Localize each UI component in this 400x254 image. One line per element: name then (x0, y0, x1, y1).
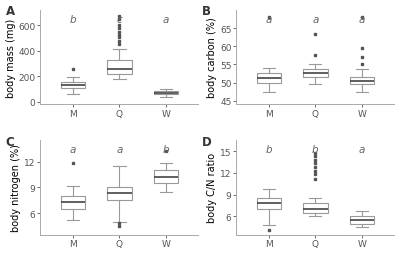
Text: b: b (312, 144, 319, 154)
Text: C: C (6, 135, 14, 148)
Text: a: a (116, 144, 123, 154)
PathPatch shape (303, 69, 328, 78)
Text: a: a (266, 15, 272, 25)
PathPatch shape (257, 74, 281, 83)
PathPatch shape (154, 170, 178, 183)
Text: A: A (6, 5, 15, 18)
Text: b: b (163, 144, 169, 154)
Text: b: b (266, 144, 272, 154)
Text: D: D (202, 135, 212, 148)
PathPatch shape (107, 188, 132, 200)
Y-axis label: body C/N ratio: body C/N ratio (207, 153, 217, 223)
Y-axis label: body mass (mg): body mass (mg) (6, 18, 16, 97)
Y-axis label: body carbon (%): body carbon (%) (207, 18, 217, 98)
PathPatch shape (61, 83, 85, 88)
PathPatch shape (350, 217, 374, 224)
Text: a: a (359, 15, 365, 25)
Text: a: a (70, 144, 76, 154)
Text: b: b (70, 15, 76, 25)
PathPatch shape (107, 60, 132, 74)
PathPatch shape (154, 92, 178, 95)
PathPatch shape (257, 198, 281, 209)
Text: a: a (359, 144, 365, 154)
Text: c: c (116, 15, 122, 25)
Y-axis label: body nitrogen (%): body nitrogen (%) (12, 144, 22, 231)
Text: a: a (163, 15, 169, 25)
Text: B: B (202, 5, 211, 18)
PathPatch shape (350, 78, 374, 85)
Text: a: a (312, 15, 319, 25)
PathPatch shape (303, 203, 328, 213)
PathPatch shape (61, 196, 85, 209)
